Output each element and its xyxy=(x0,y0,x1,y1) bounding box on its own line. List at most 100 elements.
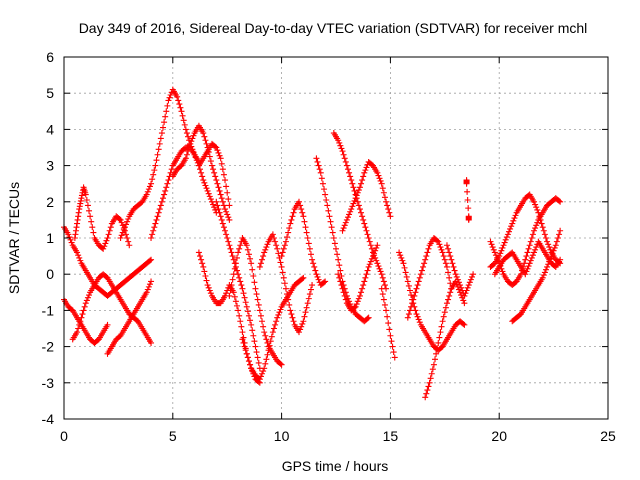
data-point xyxy=(255,359,262,366)
data-point xyxy=(225,238,232,245)
data-point xyxy=(175,97,182,104)
data-point xyxy=(458,284,465,291)
data-point xyxy=(201,179,208,186)
data-point xyxy=(389,343,396,350)
data-point xyxy=(539,274,546,281)
data-point xyxy=(337,278,344,285)
data-point xyxy=(383,307,390,314)
data-point xyxy=(125,238,132,245)
data-point xyxy=(220,224,227,231)
data-point xyxy=(206,287,213,294)
data-point xyxy=(214,147,221,154)
data-point xyxy=(213,144,220,151)
data-point xyxy=(526,260,533,267)
data-point xyxy=(346,211,353,218)
data-point xyxy=(533,204,540,211)
y-tick-label: 6 xyxy=(46,49,54,65)
data-point xyxy=(288,311,295,318)
y-tick-label: 3 xyxy=(46,158,54,174)
data-point xyxy=(251,279,258,286)
data-point xyxy=(210,201,217,208)
data-point xyxy=(300,274,307,281)
data-point xyxy=(225,196,232,203)
data-point xyxy=(438,323,445,330)
data-point xyxy=(228,249,235,256)
data-point xyxy=(339,285,346,292)
data-point xyxy=(528,254,535,261)
data-point xyxy=(153,216,160,223)
data-point xyxy=(187,140,194,147)
data-point xyxy=(414,313,421,320)
data-point xyxy=(529,231,536,238)
data-point xyxy=(121,224,128,231)
data-point xyxy=(366,261,373,268)
data-point xyxy=(373,244,380,251)
data-point xyxy=(148,180,155,187)
data-point xyxy=(252,343,259,350)
grid xyxy=(64,57,608,419)
data-point xyxy=(451,267,458,274)
data-point xyxy=(531,198,538,205)
data-point xyxy=(218,216,225,223)
data-point xyxy=(299,320,306,327)
data-point xyxy=(344,166,351,173)
data-point xyxy=(182,155,189,162)
data-point xyxy=(191,151,198,158)
data-point xyxy=(296,198,303,205)
data-point xyxy=(321,279,328,286)
data-point xyxy=(213,177,220,184)
data-point xyxy=(363,227,370,234)
data-point xyxy=(310,260,317,267)
data-point xyxy=(153,157,160,164)
data-point xyxy=(359,285,366,292)
data-point xyxy=(278,263,285,270)
data-point xyxy=(88,218,95,225)
data-point xyxy=(116,215,123,222)
data-point xyxy=(201,268,208,275)
data-point xyxy=(446,249,453,256)
data-point xyxy=(266,342,273,349)
data-point xyxy=(200,130,207,137)
data-point xyxy=(403,273,410,280)
data-point xyxy=(413,285,420,292)
data-point xyxy=(79,311,86,318)
data-point xyxy=(536,213,543,220)
data-point xyxy=(533,222,540,229)
data-point xyxy=(282,285,289,292)
data-point xyxy=(236,245,243,252)
data-point xyxy=(304,300,311,307)
data-point xyxy=(286,301,293,308)
data-point xyxy=(408,303,415,310)
data-point xyxy=(527,238,534,245)
data-point xyxy=(384,202,391,209)
data-point xyxy=(424,387,431,394)
data-point xyxy=(436,241,443,248)
data-point xyxy=(166,94,173,101)
data-point xyxy=(386,209,393,216)
data-point xyxy=(362,167,369,174)
data-point xyxy=(356,292,363,299)
data-point xyxy=(352,195,359,202)
data-point xyxy=(89,224,96,231)
data-point xyxy=(397,252,404,259)
data-point xyxy=(339,227,346,234)
data-point xyxy=(215,149,222,156)
data-point xyxy=(353,192,360,199)
data-point xyxy=(248,321,255,328)
data-point xyxy=(243,242,250,249)
data-point xyxy=(190,132,197,139)
data-point xyxy=(197,166,203,173)
data-point xyxy=(256,376,263,383)
data-point xyxy=(275,311,282,318)
data-point xyxy=(301,218,308,225)
data-point xyxy=(375,263,382,270)
data-point xyxy=(553,238,560,245)
data-point xyxy=(252,285,259,292)
data-point xyxy=(402,269,409,276)
data-point xyxy=(285,296,292,303)
data-point xyxy=(365,263,372,270)
data-point xyxy=(160,195,167,202)
data-point xyxy=(259,256,266,263)
data-point xyxy=(421,260,428,267)
data-point xyxy=(124,235,131,241)
